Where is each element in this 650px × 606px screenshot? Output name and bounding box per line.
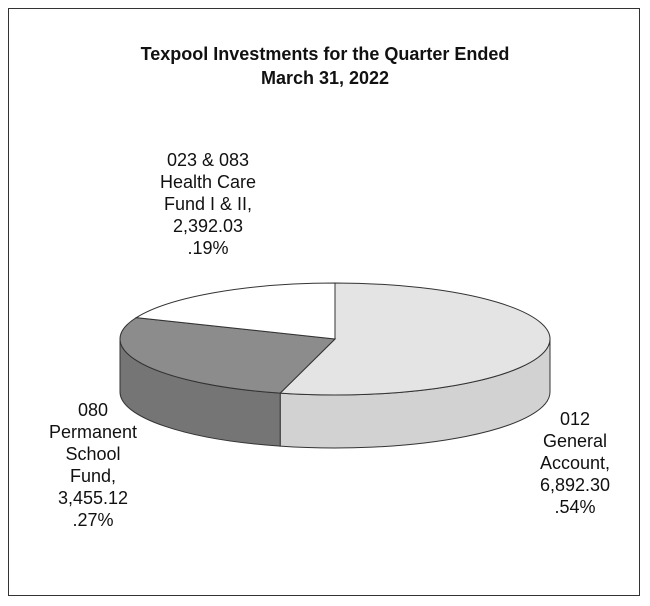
- chart-frame: [8, 8, 640, 596]
- slice-top: [134, 282, 336, 340]
- label-category: 080 Permanent School Fund,: [48, 400, 138, 486]
- pie-slice: [119, 317, 337, 447]
- label-amount: 6,892.30: [539, 475, 611, 495]
- label-percent: .27%: [72, 510, 114, 530]
- chart-title: Texpool Investments for the Quarter Ende…: [140, 44, 510, 64]
- label-percent: .54%: [554, 497, 596, 517]
- label-percent: .19%: [187, 238, 229, 258]
- pie-slice: [134, 282, 336, 340]
- label-category: 023 & 083 Health Care Fund I & II,: [159, 150, 257, 214]
- slice-top: [119, 317, 337, 394]
- label-category: 012 General Account,: [539, 409, 611, 473]
- pie-slice: [279, 282, 551, 449]
- slice-label: 080 Permanent School Fund, 3,455.12.27%: [40, 399, 146, 531]
- slice-top: [279, 282, 551, 396]
- label-amount: 3,455.12: [57, 488, 129, 508]
- slice-label: 012 General Account, 6,892.30.54%: [528, 408, 622, 518]
- label-amount: 2,392.03: [172, 216, 244, 236]
- chart-subtitle: March 31, 2022: [260, 68, 390, 88]
- slice-label: 023 & 083 Health Care Fund I & II, 2,392.…: [145, 149, 271, 259]
